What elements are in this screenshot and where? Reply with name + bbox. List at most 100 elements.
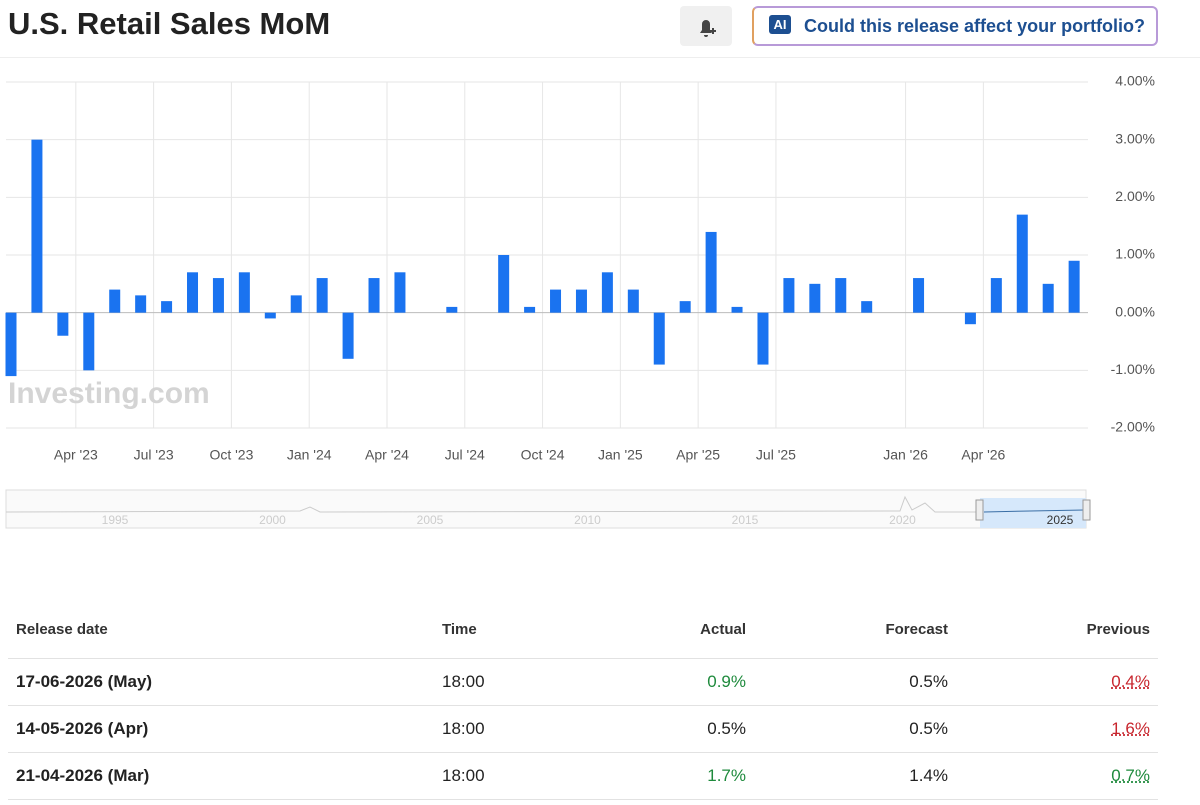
navigator-label: 2015	[732, 513, 759, 527]
navigator-label: 2025	[1047, 513, 1074, 527]
bar	[679, 301, 691, 313]
navigator-selection[interactable]	[980, 498, 1086, 528]
ai-button[interactable]: AI Could this release affect your portfo…	[752, 6, 1158, 46]
ai-badge: AI	[769, 15, 791, 34]
bar	[135, 295, 147, 313]
bar	[83, 312, 95, 371]
column-header: Time	[442, 621, 477, 638]
x-tick-label: Jul '25	[756, 447, 796, 463]
bar	[5, 312, 17, 377]
y-tick-label: -1.00%	[1111, 361, 1155, 377]
table-cell-forecast: 0.5%	[909, 719, 948, 738]
y-tick-label: 3.00%	[1115, 130, 1155, 146]
navigator-handle[interactable]	[1082, 499, 1091, 521]
y-tick-label: -2.00%	[1111, 419, 1155, 435]
table-cell-actual: 0.9%	[707, 672, 746, 691]
x-tick-label: Jan '24	[287, 447, 332, 463]
bar	[1016, 214, 1028, 313]
bar	[316, 278, 328, 313]
bar	[964, 312, 976, 325]
navigator-label: 2020	[889, 513, 916, 527]
bar	[1042, 283, 1054, 313]
bar	[394, 272, 406, 313]
bar	[575, 289, 587, 313]
table-cell-time: 18:00	[442, 719, 485, 738]
navigator-label: 2005	[417, 513, 444, 527]
y-tick-label: 2.00%	[1115, 188, 1155, 204]
navigator-label: 1995	[102, 513, 129, 527]
bar	[212, 278, 224, 313]
row-divider	[8, 752, 1158, 753]
column-header: Release date	[16, 621, 108, 638]
alert-button[interactable]	[680, 6, 732, 46]
table-cell-date: 14-05-2026 (Apr)	[16, 719, 149, 738]
bar	[368, 278, 380, 313]
bar	[601, 272, 613, 313]
table-cell-previous[interactable]: 0.7%	[1111, 766, 1150, 785]
bar	[524, 306, 536, 313]
table-cell-time: 18:00	[442, 672, 485, 691]
table-cell-actual: 1.7%	[707, 766, 746, 785]
x-tick-label: Jul '24	[445, 447, 485, 463]
navigator	[5, 489, 1087, 529]
bell-icon	[700, 20, 716, 37]
bar	[238, 272, 250, 313]
navigator-handle[interactable]	[975, 499, 984, 521]
bar	[705, 231, 717, 313]
row-divider	[8, 705, 1158, 706]
bar	[57, 312, 69, 336]
bar	[757, 312, 769, 365]
table-cell-date: 17-06-2026 (May)	[16, 672, 153, 691]
table-cell-previous[interactable]: 0.4%	[1111, 672, 1150, 691]
navigator-label: 2010	[574, 513, 601, 527]
bar	[446, 306, 458, 313]
row-divider	[8, 658, 1158, 659]
column-header: Actual	[700, 621, 746, 638]
bar	[627, 289, 639, 313]
x-tick-label: Oct '23	[209, 447, 253, 463]
table-cell-forecast: 0.5%	[909, 672, 948, 691]
bar	[161, 301, 173, 313]
bar	[990, 278, 1002, 313]
bar	[913, 278, 925, 313]
x-tick-label: Oct '24	[521, 447, 565, 463]
bar	[731, 306, 743, 313]
x-tick-label: Apr '24	[365, 447, 409, 463]
x-tick-label: Jul '23	[134, 447, 174, 463]
bar	[290, 295, 302, 313]
table-cell-date: 21-04-2026 (Mar)	[16, 766, 150, 785]
bar	[187, 272, 199, 313]
bar	[653, 312, 665, 365]
bar	[809, 283, 821, 313]
y-tick-label: 0.00%	[1115, 303, 1155, 319]
y-tick-label: 4.00%	[1115, 73, 1155, 89]
watermark: Investing.com	[8, 377, 210, 410]
ai-button-label: Could this release affect your portfolio…	[804, 16, 1146, 36]
page-title: U.S. Retail Sales MoM	[8, 6, 331, 41]
table-cell-actual: 0.5%	[707, 719, 746, 738]
table-cell-previous[interactable]: 1.6%	[1111, 719, 1150, 738]
x-tick-label: Apr '25	[676, 447, 720, 463]
bar	[861, 301, 873, 313]
bar	[109, 289, 121, 313]
navigator-selection-line	[983, 509, 1085, 513]
row-divider	[8, 799, 1158, 800]
y-tick-label: 1.00%	[1115, 246, 1155, 262]
header-divider	[0, 57, 1200, 58]
bar	[1068, 260, 1080, 313]
x-tick-label: Jan '25	[598, 447, 643, 463]
bar	[498, 255, 510, 313]
bar	[550, 289, 562, 313]
bar	[264, 312, 276, 319]
bar	[31, 139, 43, 313]
table-cell-forecast: 1.4%	[909, 766, 948, 785]
x-tick-label: Jan '26	[883, 447, 928, 463]
navigator-line	[5, 495, 980, 513]
table-cell-time: 18:00	[442, 766, 485, 785]
column-header: Forecast	[885, 621, 948, 638]
column-header: Previous	[1086, 621, 1150, 638]
chart: Investing.com 4.00% 3.00% 2.00% 1.00% 0.00% -…	[5, 73, 1155, 529]
navigator-label: 2000	[259, 513, 286, 527]
x-tick-label: Apr '26	[961, 447, 1005, 463]
